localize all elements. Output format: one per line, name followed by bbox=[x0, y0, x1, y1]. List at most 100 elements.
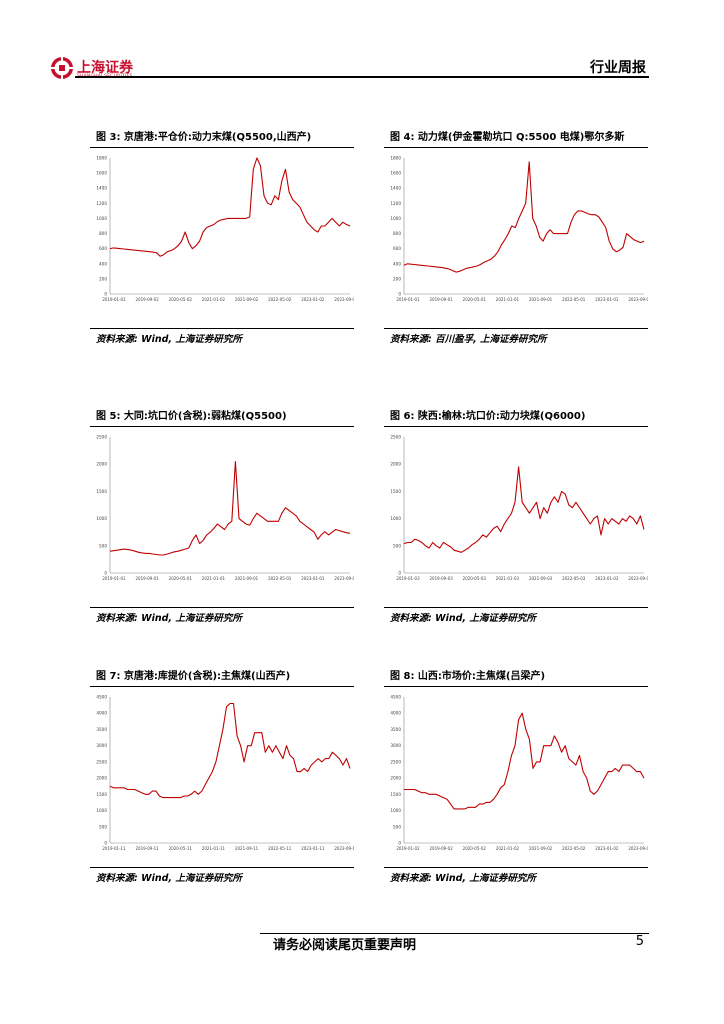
y-tick-label: 3000 bbox=[390, 743, 401, 748]
figure-bottom-divider bbox=[90, 867, 354, 868]
x-tick-label: 2023-09-01 bbox=[628, 297, 648, 302]
figure-bottom-divider bbox=[90, 328, 354, 329]
y-tick-label: 2000 bbox=[96, 462, 107, 467]
y-tick-label: 500 bbox=[99, 824, 107, 829]
y-tick-label: 1600 bbox=[96, 171, 107, 176]
y-tick-label: 400 bbox=[393, 261, 401, 266]
x-tick-label: 2019-01-02 bbox=[102, 297, 126, 302]
company-name-cn: 上海证券 bbox=[77, 60, 133, 76]
y-tick-label: 0 bbox=[104, 841, 107, 846]
x-tick-label: 2023-01-02 bbox=[301, 297, 325, 302]
y-tick-label: 4000 bbox=[96, 711, 107, 716]
y-tick-label: 500 bbox=[393, 824, 401, 829]
price-series-line bbox=[403, 466, 645, 553]
y-tick-label: 1600 bbox=[390, 171, 401, 176]
y-tick-label: 1000 bbox=[390, 216, 401, 221]
figure-bottom-divider bbox=[90, 607, 354, 608]
x-tick-label: 2020-05-01 bbox=[169, 576, 193, 581]
x-tick-label: 2023-01-02 bbox=[595, 846, 619, 851]
price-series-line bbox=[109, 157, 351, 257]
x-tick-label: 2020-05-01 bbox=[463, 297, 487, 302]
y-tick-label: 1200 bbox=[390, 201, 401, 206]
x-tick-label: 2019-09-02 bbox=[430, 846, 454, 851]
x-tick-label: 2019-01-02 bbox=[396, 846, 420, 851]
x-tick-label: 2023-09-01 bbox=[334, 576, 354, 581]
y-tick-label: 2500 bbox=[96, 435, 107, 440]
y-tick-label: 2500 bbox=[390, 759, 401, 764]
figure-source: 资料来源: 百川盈孚, 上海证券研究所 bbox=[390, 334, 547, 345]
x-tick-label: 2021-09-01 bbox=[235, 576, 259, 581]
y-tick-label: 1000 bbox=[390, 808, 401, 813]
y-tick-label: 2000 bbox=[96, 776, 107, 781]
x-tick-label: 2021-09-02 bbox=[235, 297, 259, 302]
line-chart: 1800 1600 1400 1200 1000 800 600 400 200 02019-01… bbox=[390, 156, 648, 303]
x-tick-label: 2023-01-03 bbox=[595, 576, 619, 581]
x-tick-label: 2021-09-01 bbox=[529, 297, 553, 302]
x-tick-label: 2019-09-03 bbox=[430, 576, 454, 581]
figure-title-divider bbox=[90, 147, 354, 148]
x-tick-label: 2020-05-11 bbox=[169, 846, 193, 851]
x-tick-label: 2023-01-11 bbox=[301, 846, 325, 851]
y-tick-label: 0 bbox=[398, 292, 401, 297]
x-tick-label: 2023-09-03 bbox=[628, 576, 648, 581]
price-series-line bbox=[109, 460, 351, 556]
x-tick-label: 2019-09-02 bbox=[136, 297, 160, 302]
figure-title: 图 7: 京唐港:库提价(含税):主焦煤(山西产) bbox=[96, 671, 291, 682]
y-tick-label: 3500 bbox=[96, 727, 107, 732]
y-tick-label: 1800 bbox=[390, 156, 401, 161]
y-tick-label: 800 bbox=[393, 231, 401, 236]
footer-divider bbox=[260, 933, 649, 934]
line-chart: 1800 1600 1400 1200 1000 800 600 400 200 02019-01… bbox=[96, 156, 354, 303]
y-tick-label: 1400 bbox=[96, 186, 107, 191]
y-tick-label: 1500 bbox=[96, 792, 107, 797]
y-tick-label: 2500 bbox=[390, 435, 401, 440]
y-tick-label: 2500 bbox=[96, 759, 107, 764]
footer-disclaimer: 请务必阅读尾页重要声明 bbox=[273, 938, 417, 953]
y-tick-label: 1800 bbox=[96, 156, 107, 161]
y-tick-label: 1400 bbox=[390, 186, 401, 191]
y-tick-label: 4500 bbox=[96, 695, 107, 700]
y-tick-label: 1000 bbox=[96, 516, 107, 521]
x-tick-label: 2023-01-01 bbox=[301, 576, 325, 581]
x-tick-label: 2021-01-01 bbox=[496, 297, 520, 302]
figure-title: 图 8: 山西:市场价:主焦煤(吕梁产) bbox=[390, 671, 546, 682]
y-tick-label: 1500 bbox=[390, 792, 401, 797]
y-tick-label: 800 bbox=[99, 231, 107, 236]
y-tick-label: 2000 bbox=[390, 462, 401, 467]
figure-source: 资料来源: Wind, 上海证券研究所 bbox=[96, 613, 242, 624]
x-tick-label: 2020-05-02 bbox=[463, 846, 487, 851]
y-tick-label: 0 bbox=[398, 571, 401, 576]
figure-bottom-divider bbox=[384, 867, 648, 868]
y-tick-label: 400 bbox=[99, 261, 107, 266]
x-tick-label: 2020-05-03 bbox=[463, 576, 487, 581]
company-logo-icon bbox=[50, 56, 74, 80]
page-number: 5 bbox=[635, 934, 644, 949]
x-tick-label: 2019-09-11 bbox=[136, 846, 160, 851]
x-tick-label: 2021-01-01 bbox=[202, 576, 226, 581]
x-tick-label: 2022-05-01 bbox=[562, 297, 586, 302]
y-tick-label: 1000 bbox=[96, 808, 107, 813]
y-tick-label: 500 bbox=[393, 543, 401, 548]
figure-source: 资料来源: Wind, 上海证券研究所 bbox=[96, 334, 242, 345]
figure-bottom-divider bbox=[384, 607, 648, 608]
figure-7: 图 7: 京唐港:库提价(含税):主焦煤(山西产) 4500 4000 3500 300… bbox=[90, 669, 354, 889]
y-tick-label: 3500 bbox=[390, 727, 401, 732]
x-tick-label: 2021-09-11 bbox=[235, 846, 259, 851]
x-tick-label: 2019-09-01 bbox=[136, 576, 160, 581]
x-tick-label: 2019-01-11 bbox=[102, 846, 126, 851]
figure-title: 图 3: 京唐港:平仓价:动力末煤(Q5500,山西产) bbox=[96, 132, 312, 143]
x-tick-label: 2021-01-02 bbox=[202, 297, 226, 302]
figure-8: 图 8: 山西:市场价:主焦煤(吕梁产) 4500 4000 3500 3000 2500… bbox=[384, 669, 648, 889]
y-tick-label: 500 bbox=[99, 543, 107, 548]
figure-title: 图 4: 动力煤(伊金霍勒坑口 Q:5500 电煤)鄂尔多斯 bbox=[390, 132, 625, 143]
figure-source: 资料来源: Wind, 上海证券研究所 bbox=[390, 873, 536, 884]
x-tick-label: 2022-05-01 bbox=[268, 576, 292, 581]
y-tick-label: 3000 bbox=[96, 743, 107, 748]
line-chart: 4500400035003000250020001500100050002019… bbox=[390, 695, 648, 852]
y-tick-label: 2000 bbox=[390, 776, 401, 781]
line-chart: 4500400035003000250020001500100050002019… bbox=[96, 695, 354, 852]
figure-4: 图 4: 动力煤(伊金霍勒坑口 Q:5500 电煤)鄂尔多斯 1800 1600 14… bbox=[384, 130, 648, 350]
x-tick-label: 2021-01-11 bbox=[202, 846, 226, 851]
x-tick-label: 2021-09-03 bbox=[529, 576, 553, 581]
